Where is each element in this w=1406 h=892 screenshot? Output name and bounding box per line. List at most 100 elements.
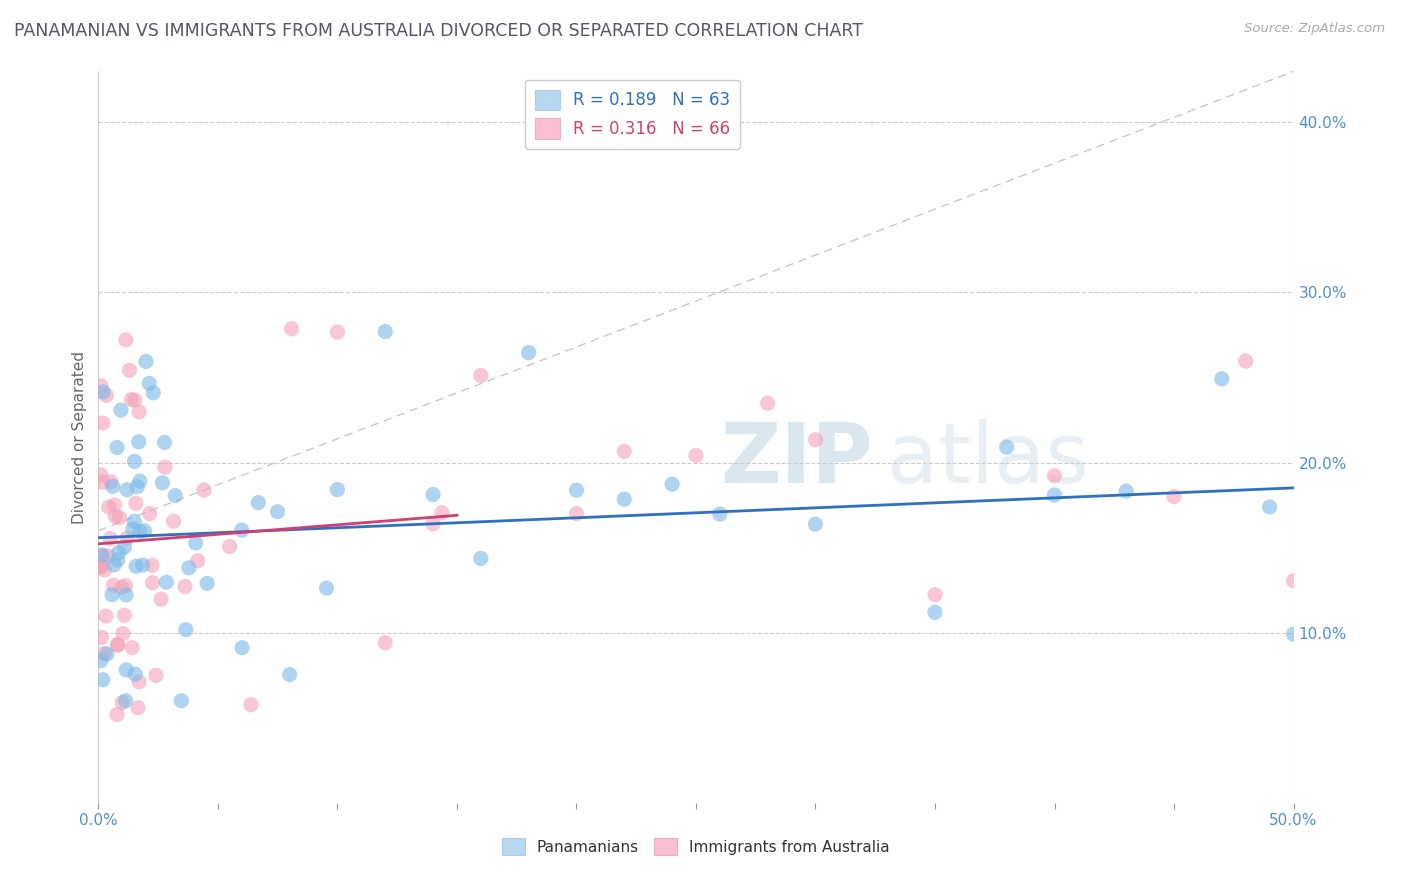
Point xyxy=(162,514,184,528)
Point xyxy=(430,506,453,520)
Point xyxy=(804,433,827,447)
Point xyxy=(565,507,588,521)
Point xyxy=(804,517,827,532)
Point xyxy=(231,640,253,655)
Point xyxy=(141,575,163,590)
Point xyxy=(101,588,124,602)
Point xyxy=(108,510,131,524)
Point xyxy=(127,480,149,494)
Point xyxy=(422,516,444,531)
Point xyxy=(101,479,124,493)
Point xyxy=(470,368,492,383)
Point xyxy=(170,694,193,708)
Point xyxy=(756,396,779,410)
Point xyxy=(1282,574,1305,588)
Point xyxy=(124,514,146,528)
Point xyxy=(266,505,288,519)
Point xyxy=(195,576,218,591)
Point xyxy=(100,475,122,489)
Point xyxy=(374,325,396,339)
Point xyxy=(111,626,134,640)
Point xyxy=(91,673,114,687)
Point xyxy=(90,467,112,482)
Text: PANAMANIAN VS IMMIGRANTS FROM AUSTRALIA DIVORCED OR SEPARATED CORRELATION CHART: PANAMANIAN VS IMMIGRANTS FROM AUSTRALIA … xyxy=(14,22,863,40)
Point xyxy=(1258,500,1281,514)
Point xyxy=(149,592,172,607)
Point xyxy=(118,363,141,377)
Point xyxy=(125,496,148,510)
Point xyxy=(315,581,337,595)
Point xyxy=(174,580,197,594)
Point xyxy=(134,524,156,538)
Point xyxy=(709,507,731,521)
Point xyxy=(128,405,150,419)
Point xyxy=(1282,627,1305,641)
Point xyxy=(193,483,215,497)
Point xyxy=(184,536,207,550)
Point xyxy=(124,667,146,681)
Point xyxy=(129,524,152,539)
Point xyxy=(374,636,396,650)
Point xyxy=(128,434,150,449)
Point xyxy=(145,668,167,682)
Point xyxy=(90,631,112,645)
Point xyxy=(94,609,117,624)
Point xyxy=(91,416,114,430)
Point xyxy=(470,551,492,566)
Point xyxy=(93,563,115,577)
Point xyxy=(114,694,136,708)
Point xyxy=(107,638,129,652)
Point xyxy=(135,354,157,368)
Text: Source: ZipAtlas.com: Source: ZipAtlas.com xyxy=(1244,22,1385,36)
Point xyxy=(98,532,121,546)
Point xyxy=(177,561,200,575)
Point xyxy=(1234,354,1257,368)
Point xyxy=(326,325,349,339)
Point xyxy=(153,460,176,475)
Point xyxy=(93,647,115,661)
Point xyxy=(924,588,946,602)
Point xyxy=(138,507,160,521)
Point xyxy=(115,531,138,545)
Point xyxy=(278,667,301,681)
Point xyxy=(115,588,138,602)
Point xyxy=(114,333,136,347)
Point xyxy=(103,558,125,572)
Point xyxy=(218,540,240,554)
Point xyxy=(247,495,270,509)
Point xyxy=(613,492,636,507)
Point xyxy=(141,558,163,573)
Point xyxy=(120,392,142,407)
Point xyxy=(115,483,138,497)
Point xyxy=(924,605,946,619)
Point xyxy=(115,663,138,677)
Y-axis label: Divorced or Separated: Divorced or Separated xyxy=(72,351,87,524)
Point xyxy=(1163,490,1185,504)
Point xyxy=(110,403,132,417)
Point xyxy=(174,623,197,637)
Point xyxy=(96,647,118,661)
Point xyxy=(105,441,128,455)
Point xyxy=(111,580,134,594)
Point xyxy=(326,483,349,497)
Point xyxy=(565,483,588,498)
Point xyxy=(124,392,146,407)
Point xyxy=(152,475,174,490)
Point xyxy=(128,674,150,689)
Point xyxy=(121,640,143,655)
Point xyxy=(187,554,209,568)
Point xyxy=(91,548,114,562)
Point xyxy=(613,444,636,458)
Point xyxy=(131,558,153,572)
Point xyxy=(91,475,114,490)
Legend: Panamanians, Immigrants from Australia: Panamanians, Immigrants from Australia xyxy=(496,832,896,861)
Text: atlas: atlas xyxy=(887,418,1088,500)
Point xyxy=(90,654,112,668)
Point xyxy=(103,578,125,592)
Point xyxy=(153,435,176,450)
Point xyxy=(138,376,160,391)
Point xyxy=(114,579,136,593)
Point xyxy=(97,549,120,563)
Text: ZIP: ZIP xyxy=(720,418,872,500)
Point xyxy=(155,575,177,590)
